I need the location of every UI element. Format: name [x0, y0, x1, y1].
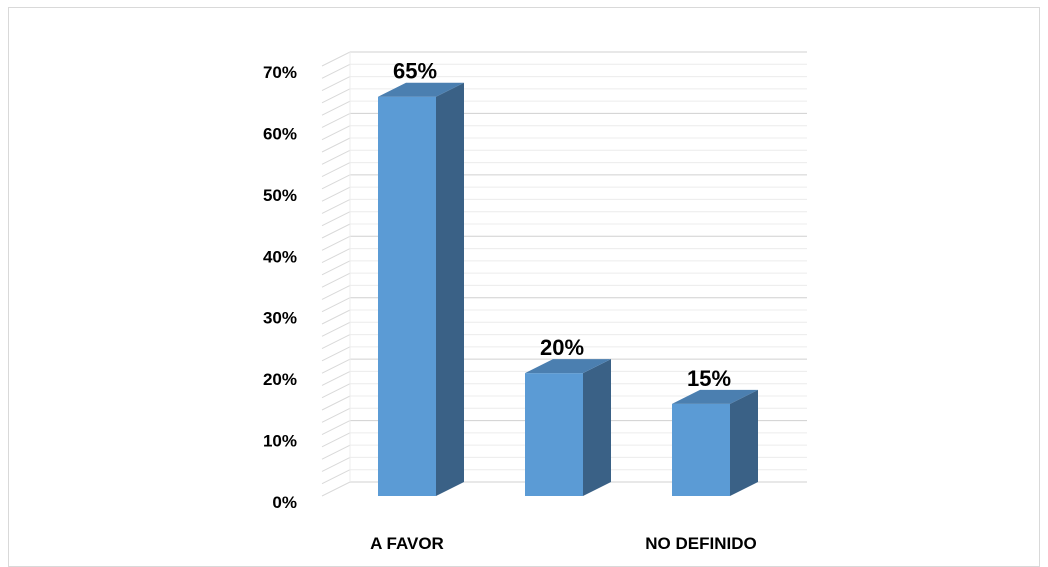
y-tick-label: 20%: [263, 370, 297, 389]
y-tick-label: 50%: [263, 186, 297, 205]
y-tick-label: 0%: [272, 493, 297, 512]
y-axis-ticks: 0% 10% 20% 30% 40% 50% 60% 70%: [263, 63, 297, 512]
category-label: NO DEFINIDO: [645, 534, 756, 553]
data-label: 15%: [687, 366, 731, 391]
bar: [672, 389, 758, 496]
data-label: 20%: [540, 335, 584, 360]
y-tick-label: 60%: [263, 124, 297, 143]
gridline: [321, 63, 807, 79]
y-tick-label: 30%: [263, 309, 297, 328]
y-tick-label: 40%: [263, 247, 297, 266]
x-axis-categories: A FAVOR NO DEFINIDO: [370, 534, 757, 553]
bar-chart: 0% 10% 20% 30% 40% 50% 60% 70% 65% 20% 15% A FAVO…: [263, 51, 807, 553]
bars: [378, 82, 758, 496]
data-label: 65%: [393, 59, 437, 84]
y-tick-label: 70%: [263, 63, 297, 82]
gridline: [321, 51, 807, 67]
gridline: [321, 76, 807, 92]
bar: [525, 359, 611, 496]
y-tick-label: 10%: [263, 432, 297, 451]
bar: [378, 82, 464, 496]
category-label: A FAVOR: [370, 534, 444, 553]
data-labels: 65% 20% 15%: [393, 59, 731, 391]
